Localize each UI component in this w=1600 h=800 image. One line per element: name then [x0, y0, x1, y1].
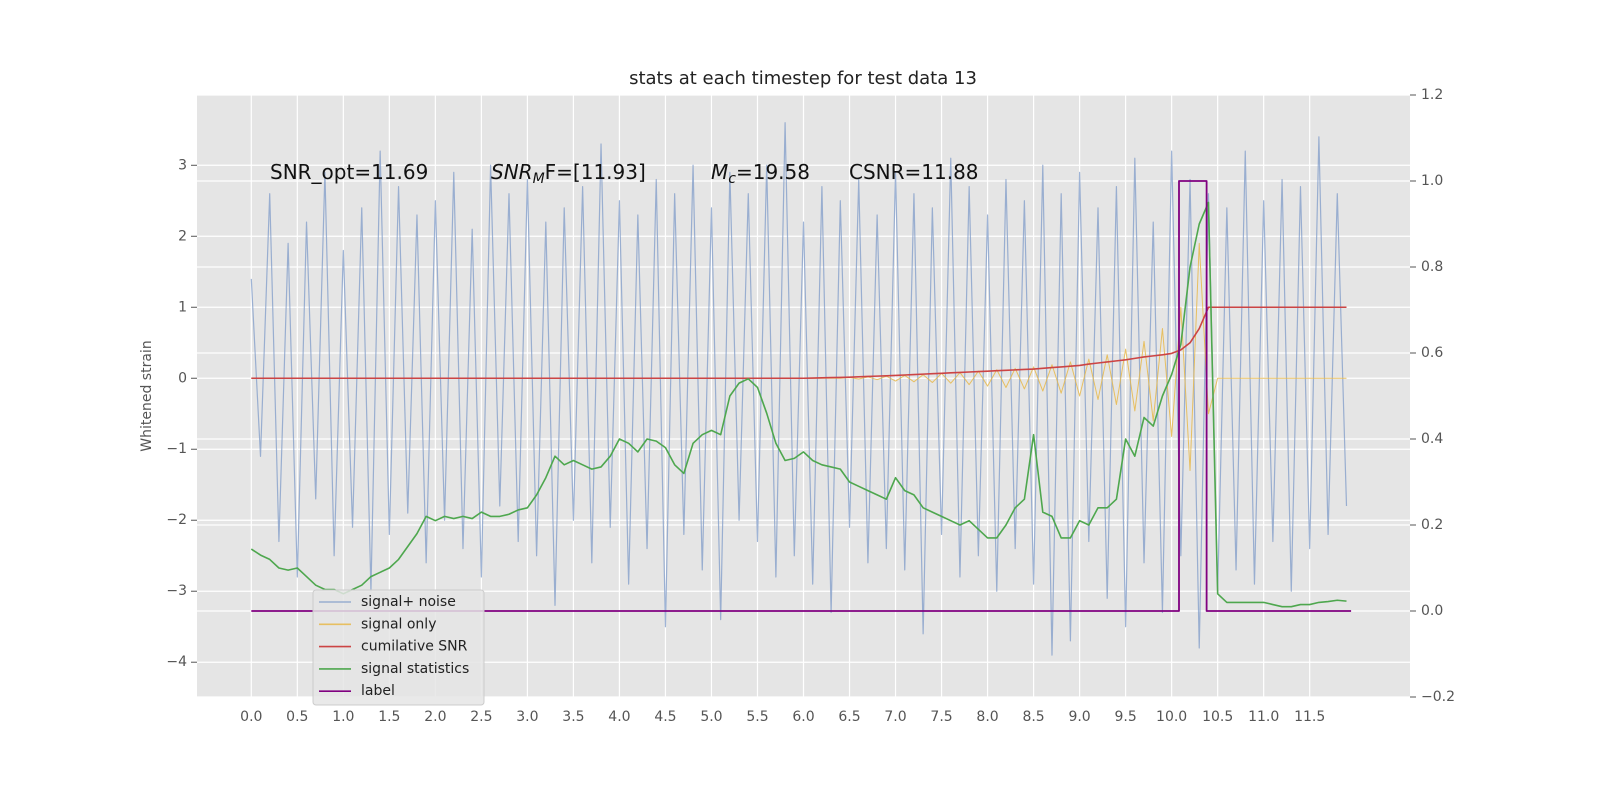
y2-tick-label: 0.6: [1421, 345, 1443, 361]
series-line: [251, 306, 1347, 380]
y-tick-label: −4: [166, 654, 187, 670]
x-tick-label: 3.0: [516, 709, 538, 725]
x-tick-label: 8.0: [976, 709, 998, 725]
x-tick-label: 5.0: [700, 709, 722, 725]
annotation-part: CSNR=11.88: [849, 160, 979, 184]
annotation-part: c: [728, 171, 736, 187]
annotation: SNRMF=[11.93]: [491, 160, 646, 188]
annotation-part: F=[11.93]: [545, 160, 646, 184]
legend-label: signal+ noise: [361, 594, 456, 610]
y-tick-label: 3: [178, 157, 187, 173]
y-tick-label: 2: [178, 228, 187, 244]
x-tick-label: 10.5: [1202, 709, 1233, 725]
annotation-part: =19.58: [736, 160, 810, 184]
annotation-part: M: [711, 160, 728, 184]
annotation-part: SNR: [491, 160, 533, 184]
x-tick-label: 6.5: [838, 709, 860, 725]
annotation: Mc=19.58: [711, 160, 810, 188]
x-tick-label: 8.5: [1022, 709, 1044, 725]
y-tick-label: 1: [178, 299, 187, 315]
y2-tick-label: 0.4: [1421, 431, 1443, 447]
y2-tick-label: 0.8: [1421, 259, 1443, 275]
series-line: [250, 122, 1348, 656]
x-tick-label: 0.0: [240, 709, 262, 725]
y2-tick-label: 1.2: [1421, 87, 1443, 103]
y-tick-label: −1: [166, 441, 187, 457]
legend: signal+ noise signal only cumilative SNR si…: [312, 589, 485, 706]
annotation-part: SNR_opt=11.69: [270, 160, 428, 184]
annotation-part: M: [533, 171, 545, 187]
x-tick-label: 11.5: [1294, 709, 1325, 725]
x-tick-label: 7.5: [930, 709, 952, 725]
series-line: [250, 201, 1347, 608]
series-line: [251, 180, 1352, 612]
x-tick-label: 2.5: [470, 709, 492, 725]
y-tick-label: −3: [166, 583, 187, 599]
legend-label: label: [361, 683, 395, 699]
x-tick-label: 9.5: [1114, 709, 1136, 725]
chart-title: stats at each timestep for test data 13: [629, 68, 977, 89]
x-tick-label: 1.5: [378, 709, 400, 725]
x-tick-label: 5.5: [746, 709, 768, 725]
legend-box: [312, 589, 485, 706]
y2-tick-label: 0.0: [1421, 603, 1443, 619]
legend-label: signal only: [361, 616, 436, 632]
x-tick-label: 11.0: [1248, 709, 1279, 725]
x-tick-label: 2.0: [424, 709, 446, 725]
x-tick-label: 10.0: [1156, 709, 1187, 725]
x-tick-label: 7.0: [884, 709, 906, 725]
y-tick-label: −2: [166, 512, 187, 528]
y-tick-label: 0: [178, 370, 187, 386]
y-axis-label: Whitened strain: [139, 340, 155, 451]
legend-label: signal statistics: [361, 661, 469, 677]
annotation: CSNR=11.88: [849, 160, 979, 184]
x-tick-label: 4.5: [654, 709, 676, 725]
y2-tick-label: 1.0: [1421, 173, 1443, 189]
x-tick-label: 3.5: [562, 709, 584, 725]
x-tick-label: 1.0: [332, 709, 354, 725]
x-tick-label: 6.0: [792, 709, 814, 725]
x-tick-label: 4.0: [608, 709, 630, 725]
x-tick-label: 9.0: [1068, 709, 1090, 725]
legend-label: cumilative SNR: [361, 639, 468, 655]
annotation: SNR_opt=11.69: [270, 160, 428, 184]
y2-tick-label: 0.2: [1421, 517, 1443, 533]
y2-tick-label: −0.2: [1421, 689, 1455, 705]
x-tick-label: 0.5: [286, 709, 308, 725]
